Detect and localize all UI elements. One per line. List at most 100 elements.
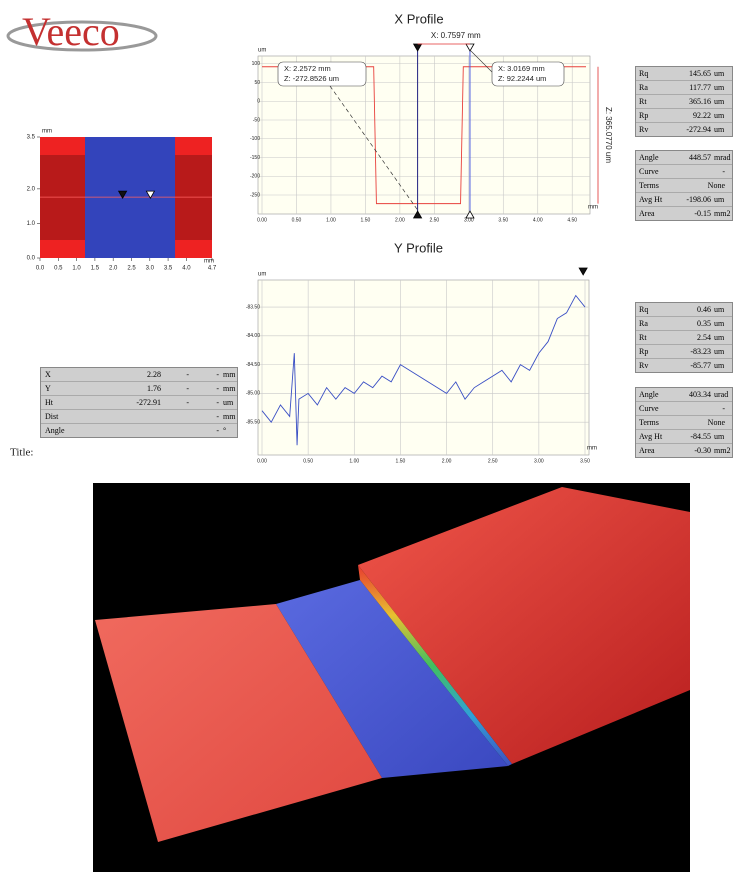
table-cell: um: [711, 331, 724, 344]
x-tick-label: 0.5: [54, 266, 63, 272]
x-tick-label: 4.0: [182, 266, 191, 272]
table-row: Rv-85.77um: [636, 359, 732, 372]
y-tick-label: 0: [257, 99, 260, 105]
table-row: Angle-°: [41, 424, 237, 437]
y-unit: um: [258, 272, 266, 278]
chart-title: X Profile: [394, 11, 443, 26]
table-cell: -85.77: [673, 359, 711, 372]
x-tick-label: 0.00: [257, 458, 267, 464]
table-cell: Y: [45, 382, 51, 395]
x-unit: mm: [587, 446, 597, 452]
x-tick-label: 1.50: [396, 458, 406, 464]
table-cell: X: [45, 368, 51, 381]
table-cell: mrad: [711, 151, 730, 164]
annotation: Z: 92.2244 um: [498, 74, 546, 83]
y-tick-label: -84.00: [246, 333, 260, 339]
annotation: X: 2.2572 mm: [284, 64, 331, 73]
y-tick-label: -150: [250, 155, 260, 161]
table-cell: Rq: [636, 303, 673, 316]
x-tick-label: 4.7: [208, 266, 217, 272]
table-cell: Angle: [636, 388, 673, 401]
table-cell: -: [199, 368, 219, 381]
table-cell: 1.76: [81, 382, 161, 395]
table-cell: -: [169, 396, 189, 409]
x-tick-label: 1.00: [326, 217, 336, 223]
table-cell: 92.22: [673, 109, 711, 122]
x-tick-label: 3.00: [534, 458, 544, 464]
table-cell: -: [199, 424, 219, 437]
table-cell: um: [711, 303, 724, 316]
annotation: Z: 365.0770 um: [604, 107, 613, 163]
x-tick-label: 3.0: [146, 266, 155, 272]
table-cell: 145.65: [673, 67, 711, 80]
y-unit: um: [258, 48, 266, 54]
table-cell: mm2: [711, 444, 730, 457]
table-cell: Rv: [636, 359, 673, 372]
table-cell: Dist: [45, 410, 58, 423]
table-cell: Terms: [636, 416, 673, 429]
table-cell: Rt: [636, 331, 673, 344]
x-tick-label: 1.5: [91, 266, 100, 272]
table-cell: -272.91: [81, 396, 161, 409]
logo: Veeco: [22, 9, 120, 54]
table-cell: Angle: [636, 151, 673, 164]
table-cell: -84.55: [673, 430, 711, 443]
table-cell: um: [711, 359, 724, 372]
x-tick-label: 3.5: [164, 266, 173, 272]
y-tick-label: 0.0: [27, 256, 36, 262]
table-row: Curve-: [636, 402, 732, 416]
x-tick-label: 4.00: [533, 217, 543, 223]
cursor-marker: [466, 44, 474, 51]
table-cell: urad: [711, 388, 728, 401]
x-tick-label: 0.00: [257, 217, 267, 223]
cursor-marker: [579, 268, 587, 275]
table-cell: -0.15: [673, 207, 711, 220]
table-cell: Ht: [45, 396, 53, 409]
y-tick-label: -200: [250, 174, 260, 180]
table-cell: -: [673, 402, 725, 415]
x-tick-label: 1.50: [361, 217, 371, 223]
table-cell: Rp: [636, 109, 673, 122]
cursor-marker: [414, 44, 422, 51]
x-tick-label: 1.00: [349, 458, 359, 464]
y-tick-label: -85.00: [246, 391, 260, 397]
y-tick-label: -100: [250, 136, 260, 142]
annotation: Z: -272.8526 um: [284, 74, 339, 83]
table-cell: um: [711, 317, 724, 330]
table-cell: -83.23: [673, 345, 711, 358]
y-tick-label: -84.50: [246, 362, 260, 368]
x-tick-label: 2.00: [395, 217, 405, 223]
table-cell: Rp: [636, 345, 673, 358]
table-cell: 403.34: [673, 388, 711, 401]
table-cell: um: [711, 430, 724, 443]
table-cell: 2.54: [673, 331, 711, 344]
table-cell: mm: [223, 382, 235, 395]
table-cell: mm: [223, 410, 235, 423]
table-cell: -: [199, 396, 219, 409]
x-tick-label: 3.50: [498, 217, 508, 223]
table-cell: um: [711, 193, 724, 206]
y-tick-label: -50: [253, 117, 260, 123]
x-tick-label: 0.50: [303, 458, 313, 464]
table-row: Curve-: [636, 165, 732, 179]
table-cell: None: [673, 179, 725, 192]
table-cell: -: [199, 410, 219, 423]
table-cell: Area: [636, 444, 673, 457]
table-cell: um: [711, 345, 724, 358]
y-tick-label: 3.5: [27, 135, 36, 141]
title-label: Title:: [10, 447, 33, 459]
table-row: TermsNone: [636, 179, 732, 193]
table-row: Avg Ht-84.55um: [636, 430, 732, 444]
table-cell: Area: [636, 207, 673, 220]
x-tick-label: 2.5: [127, 266, 136, 272]
table-row: Dist -mm: [41, 410, 237, 424]
